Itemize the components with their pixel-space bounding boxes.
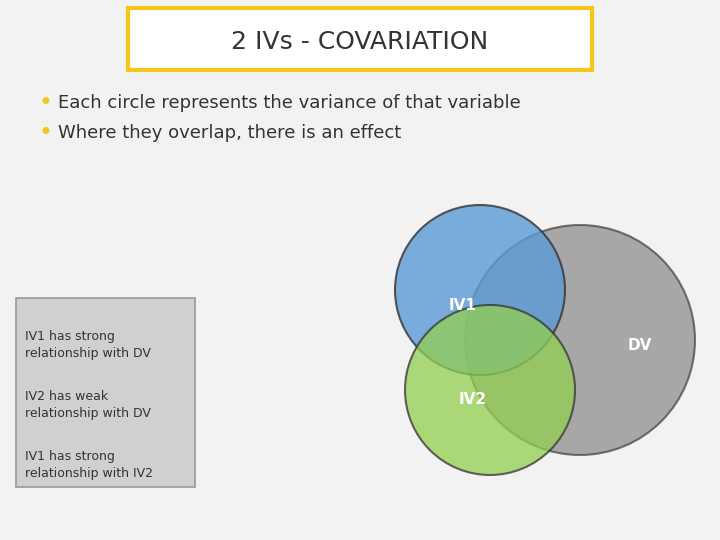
Text: •: • <box>38 121 52 145</box>
Text: Where they overlap, there is an effect: Where they overlap, there is an effect <box>58 124 401 142</box>
FancyBboxPatch shape <box>16 298 195 487</box>
Text: IV2 has weak
relationship with DV: IV2 has weak relationship with DV <box>25 390 151 420</box>
Text: IV1 has strong
relationship with DV: IV1 has strong relationship with DV <box>25 330 151 360</box>
Circle shape <box>465 225 695 455</box>
Text: IV1: IV1 <box>449 298 477 313</box>
Text: Each circle represents the variance of that variable: Each circle represents the variance of t… <box>58 94 521 112</box>
Text: DV: DV <box>628 338 652 353</box>
FancyBboxPatch shape <box>128 8 592 70</box>
Text: •: • <box>38 91 52 115</box>
Circle shape <box>395 205 565 375</box>
Text: IV1 has strong
relationship with IV2: IV1 has strong relationship with IV2 <box>25 450 153 480</box>
Circle shape <box>405 305 575 475</box>
Text: 2 IVs - COVARIATION: 2 IVs - COVARIATION <box>231 30 489 54</box>
Text: IV2: IV2 <box>459 393 487 408</box>
